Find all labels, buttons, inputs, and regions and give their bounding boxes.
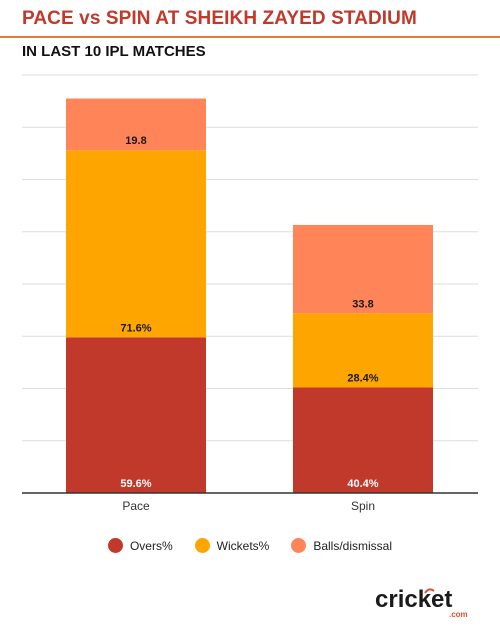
bar-spin-wickets- (293, 313, 433, 388)
data-label: 40.4% (347, 478, 378, 490)
legend-item-wickets: Wickets% (194, 538, 270, 553)
bar-pace-balls-dismissal (66, 98, 206, 151)
legend-swatch-balls-dismissal (291, 538, 307, 553)
title-divider (0, 36, 500, 38)
legend-label-balls-dismissal: Balls/dismissal (313, 538, 393, 553)
chart-legend: Overs% Wickets% Balls/dismissal (0, 538, 500, 553)
x-tick-label: Pace (122, 499, 150, 513)
legend-item-balls-dismissal: Balls/dismissal (291, 538, 392, 553)
chart-title: PACE vs SPIN AT SHEIKH ZAYED STADIUM (22, 8, 417, 29)
legend-item-overs: Overs% (107, 538, 173, 553)
logo-accent-icon (424, 588, 435, 594)
logo-suffix: .com (449, 610, 468, 619)
stacked-bar-chart: 59.6% 71.6% 19.8 Pace 40.4% 28.4% 33.8 Spin (22, 74, 478, 513)
data-label: 33.8 (352, 298, 373, 310)
legend-swatch-wickets (194, 538, 210, 553)
bar-spin-overs- (293, 387, 433, 493)
legend-label-wickets: Wickets% (216, 538, 270, 553)
bar-pace-overs- (66, 337, 206, 493)
data-label: 28.4% (347, 372, 378, 384)
cricket-com-logo: cricket .com (375, 586, 468, 619)
data-label: 19.8 (125, 135, 146, 147)
bar-spin-balls-dismissal (293, 224, 433, 314)
chart-subtitle: IN LAST 10 IPL MATCHES (22, 43, 206, 60)
logo-wordmark: cricket (375, 586, 452, 613)
bar-pace-wickets- (66, 150, 206, 338)
legend-swatch-overs (107, 538, 123, 553)
data-label: 59.6% (120, 478, 151, 490)
data-label: 71.6% (120, 322, 151, 334)
x-tick-label: Spin (351, 499, 375, 513)
legend-label-overs: Overs% (129, 538, 173, 553)
